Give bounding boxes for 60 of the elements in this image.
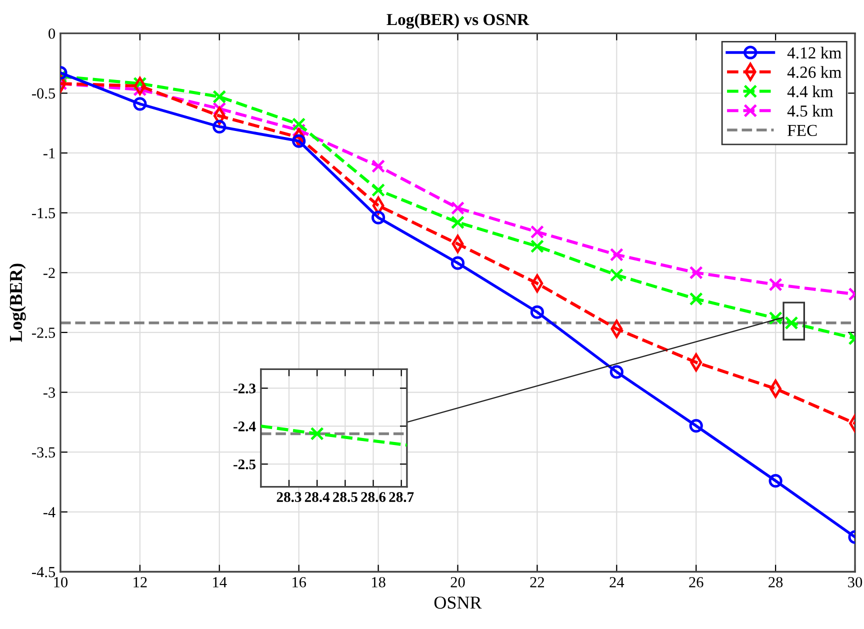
x-tick-label: 20 bbox=[450, 577, 465, 588]
y-tick-label: -4.5 bbox=[32, 567, 56, 578]
point bbox=[768, 311, 782, 325]
x-tick-label: 24 bbox=[610, 577, 624, 588]
x-tick-label: 10 bbox=[54, 577, 68, 588]
x-tick-label: 28.7 bbox=[389, 492, 414, 502]
y-tick-label: -3.5 bbox=[32, 447, 56, 458]
point bbox=[450, 256, 465, 270]
point bbox=[371, 210, 386, 224]
legend-label: 4.4 km bbox=[787, 86, 834, 98]
x-tick-label: 22 bbox=[530, 577, 544, 588]
legend-label: 4.5 km bbox=[787, 104, 834, 117]
x-tick-label: 16 bbox=[292, 577, 306, 588]
point bbox=[610, 365, 624, 379]
point bbox=[610, 268, 624, 282]
x-tick-label: 28.5 bbox=[333, 492, 358, 502]
x-tick-label: 26 bbox=[689, 577, 704, 588]
point bbox=[768, 278, 782, 292]
y-tick-label: -2 bbox=[43, 268, 55, 278]
y-tick-label: 0 bbox=[48, 28, 56, 39]
y-tick-label: -1 bbox=[43, 148, 55, 158]
x-tick-label: 28.3 bbox=[276, 492, 302, 502]
x-tick-label: 28 bbox=[768, 577, 783, 588]
chart-title: Log(BER) vs OSNR bbox=[386, 13, 530, 29]
point bbox=[450, 216, 465, 230]
y-axis-title: Log(BER) bbox=[9, 264, 26, 342]
point bbox=[530, 225, 544, 239]
point bbox=[610, 248, 624, 262]
point bbox=[530, 305, 544, 319]
point bbox=[371, 183, 386, 197]
point bbox=[371, 159, 386, 173]
y-tick-label: -2.5 bbox=[234, 459, 256, 470]
point bbox=[689, 266, 703, 280]
point bbox=[768, 474, 782, 488]
point bbox=[689, 418, 703, 433]
y-tick-label: -4 bbox=[43, 507, 56, 518]
x-tick-label: 12 bbox=[134, 577, 147, 588]
y-tick-label: -2.3 bbox=[234, 384, 256, 394]
y-tick-label: -3 bbox=[43, 387, 56, 398]
y-tick-label: -2.4 bbox=[234, 422, 256, 432]
x-tick-label: 28.6 bbox=[361, 492, 386, 502]
y-tick-label: -0.5 bbox=[32, 88, 56, 99]
y-tick-label: -1.5 bbox=[32, 208, 56, 218]
point bbox=[689, 292, 703, 306]
x-tick-label: 30 bbox=[848, 577, 862, 588]
x-axis-title: OSNR bbox=[434, 596, 482, 609]
point bbox=[292, 117, 306, 132]
legend-label: 4.26 km bbox=[787, 66, 842, 78]
legend-label: FEC bbox=[788, 124, 817, 136]
point bbox=[450, 201, 465, 215]
x-tick-label: 18 bbox=[372, 577, 386, 588]
point bbox=[212, 90, 226, 104]
y-tick-label: -2.5 bbox=[32, 328, 56, 338]
point bbox=[292, 134, 306, 148]
point bbox=[133, 97, 147, 111]
point bbox=[530, 240, 544, 254]
x-tick-label: 28.4 bbox=[304, 492, 330, 502]
legend-label: 4.12 km bbox=[787, 46, 842, 59]
x-tick-label: 14 bbox=[213, 577, 227, 588]
point bbox=[212, 120, 226, 134]
